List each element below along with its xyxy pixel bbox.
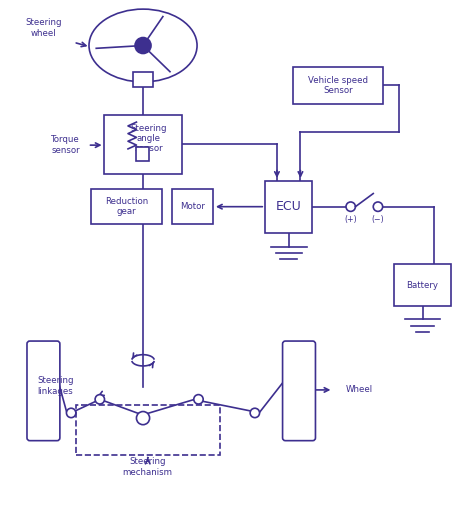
Text: Wheel: Wheel [346, 385, 373, 394]
Circle shape [66, 408, 76, 418]
Bar [136, 147, 149, 161]
Text: ECU: ECU [276, 200, 301, 213]
Text: Vehicle speed
Sensor: Vehicle speed Sensor [308, 76, 368, 95]
Text: (+): (+) [345, 215, 357, 224]
Bar [172, 189, 213, 224]
Text: Torque
sensor: Torque sensor [51, 136, 80, 155]
Bar [91, 189, 162, 224]
Bar [133, 72, 153, 87]
Bar [394, 265, 451, 306]
Ellipse shape [89, 9, 197, 82]
Circle shape [194, 394, 203, 404]
FancyBboxPatch shape [283, 341, 316, 441]
Circle shape [373, 202, 383, 211]
FancyBboxPatch shape [27, 341, 60, 441]
Bar [265, 181, 312, 232]
Text: Motor: Motor [180, 202, 205, 211]
Bar [76, 406, 219, 455]
Bar [293, 67, 383, 104]
Text: Steering
mechanism: Steering mechanism [123, 457, 173, 477]
Text: Steering
linkages: Steering linkages [37, 376, 73, 396]
Text: Steering
wheel: Steering wheel [25, 18, 62, 38]
Circle shape [250, 408, 260, 418]
Circle shape [135, 37, 151, 53]
Bar [104, 115, 182, 174]
Circle shape [346, 202, 356, 211]
Circle shape [95, 394, 104, 404]
Text: Battery: Battery [407, 281, 438, 290]
Text: Steering
angle
sensor: Steering angle sensor [130, 124, 167, 154]
Circle shape [137, 411, 150, 425]
Text: (−): (−) [372, 215, 384, 224]
Text: Reduction
gear: Reduction gear [105, 197, 148, 216]
